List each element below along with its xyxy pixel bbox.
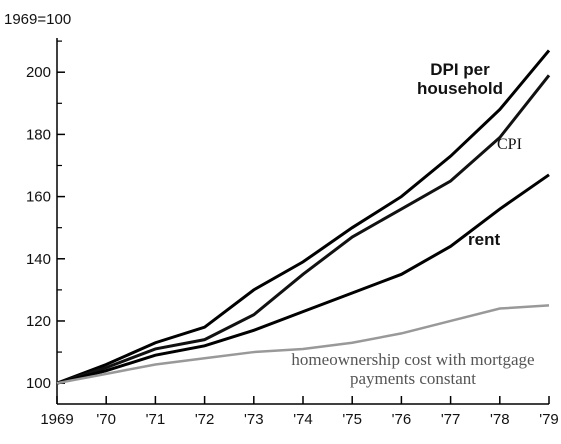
series-line bbox=[56, 173, 550, 385]
series-line bbox=[56, 74, 551, 385]
x-tick-label: '77 bbox=[441, 411, 461, 428]
x-tick-label: '71 bbox=[146, 411, 166, 428]
series-label: CPI bbox=[497, 136, 522, 153]
y-tick-label: 100 bbox=[26, 375, 51, 392]
y-tick-label: 120 bbox=[26, 313, 51, 330]
x-tick-label: '76 bbox=[392, 411, 412, 428]
series-label: rent bbox=[468, 230, 501, 249]
series-line bbox=[56, 49, 551, 385]
series-label: DPI per household bbox=[417, 60, 503, 98]
x-tick-label: 1969 bbox=[40, 411, 73, 428]
x-tick-label: '73 bbox=[244, 411, 264, 428]
y-tick-label: 140 bbox=[26, 251, 51, 268]
x-tick-label: '74 bbox=[293, 411, 313, 428]
series-line bbox=[56, 304, 550, 385]
x-tick-label: '79 bbox=[539, 411, 559, 428]
x-tick-label: '70 bbox=[96, 411, 116, 428]
x-tick-label: '78 bbox=[490, 411, 510, 428]
y-axis-label: 1969=100 bbox=[4, 11, 72, 28]
y-tick-label: 160 bbox=[26, 189, 51, 206]
x-tick-label: '75 bbox=[342, 411, 362, 428]
y-tick-label: 200 bbox=[26, 64, 51, 81]
x-tick-label: '72 bbox=[195, 411, 215, 428]
series-label: homeownership cost with mortgage payment… bbox=[291, 350, 535, 388]
y-tick-label: 180 bbox=[26, 126, 51, 143]
